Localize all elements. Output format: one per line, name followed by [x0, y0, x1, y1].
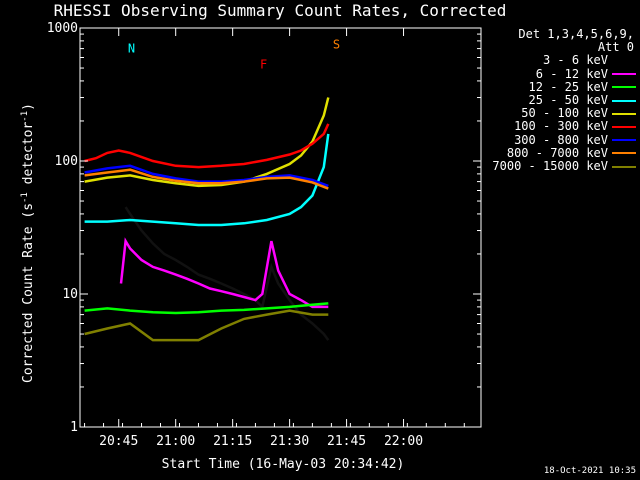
series-line [84, 164, 329, 188]
legend-entry: 12 - 25 keV [478, 79, 636, 94]
legend-label: 6 - 12 keV [535, 66, 608, 81]
legend-swatch [612, 139, 636, 142]
x-axis-label: Start Time (16-May-03 20:34:42) [162, 457, 405, 472]
legend-entry: 7000 - 15000 keV [478, 158, 636, 173]
x-tick-label: 21:15 [213, 434, 252, 449]
legend-swatch [612, 125, 636, 128]
data-layer: N F S [84, 38, 340, 342]
x-tick-label: 21:45 [327, 434, 366, 449]
legend-label: 25 - 50 keV [528, 92, 608, 107]
tick-layer: 1 10 100 1000 20:45 21:00 21:15 21:30 21:45 22:00 [47, 21, 481, 449]
legend-swatch [612, 112, 636, 115]
y-axis-label: Corrected Count Rate (s-1 detector-1) [20, 103, 36, 383]
legend-entry: 50 - 100 keV [478, 106, 636, 121]
legend-entry: 3 - 6 keV [478, 54, 636, 67]
legend-entry: 25 - 50 keV [478, 92, 636, 107]
legend-swatch [612, 60, 636, 62]
y-tick-label: 1000 [47, 21, 78, 36]
x-tick-label: 21:00 [156, 434, 195, 449]
y-tick-label: 1 [70, 420, 78, 435]
x-tick-label: 22:00 [384, 434, 423, 449]
axis-frame [79, 27, 482, 428]
legend-header-line-2: Att 0 [597, 40, 634, 55]
legend: Det 1,3,4,5,6,9, Att 0 3 - 6 keV 6 - 12 k… [478, 27, 636, 173]
legend-swatch [612, 99, 636, 102]
legend-entry: 100 - 300 keV [478, 120, 636, 133]
legend-entry: 800 - 7000 keV [478, 145, 636, 160]
series-line [84, 97, 330, 188]
legend-swatch [612, 165, 636, 168]
legend-entry: 300 - 800 keV [478, 132, 636, 147]
legend-label: 7000 - 15000 keV [492, 158, 608, 173]
legend-label: 100 - 300 keV [514, 119, 608, 134]
y-tick-label: 100 [55, 154, 78, 169]
legend-header-line-1: Det 1,3,4,5,6,9, [518, 27, 634, 41]
series-line [84, 168, 329, 190]
x-tick-label: 21:30 [270, 434, 309, 449]
annotation-label: S [333, 38, 340, 52]
series-line [84, 133, 330, 227]
series-line [84, 123, 330, 169]
annotation-label: F [260, 58, 267, 72]
legend-label: 800 - 7000 keV [506, 145, 608, 160]
legend-label: 300 - 800 keV [514, 132, 608, 147]
chart-title: RHESSI Observing Summary Count Rates, Co… [53, 1, 507, 20]
annotation-label: N [128, 42, 135, 56]
x-tick-label: 20:45 [99, 434, 138, 449]
series-line [119, 237, 329, 309]
legend-swatch [612, 86, 636, 89]
legend-swatch [612, 73, 636, 76]
legend-label: 3 - 6 keV [542, 53, 608, 68]
y-tick-label: 10 [62, 287, 78, 302]
series-line [84, 302, 329, 315]
legend-entry: 6 - 12 keV [478, 66, 636, 81]
legend-label: 50 - 100 keV [521, 106, 608, 121]
footer-timestamp: 18-Oct-2021 10:35 [543, 466, 636, 476]
legend-label: 12 - 25 keV [528, 79, 608, 94]
series-line [84, 309, 329, 342]
legend-swatch [612, 152, 636, 155]
series-line [124, 206, 330, 341]
